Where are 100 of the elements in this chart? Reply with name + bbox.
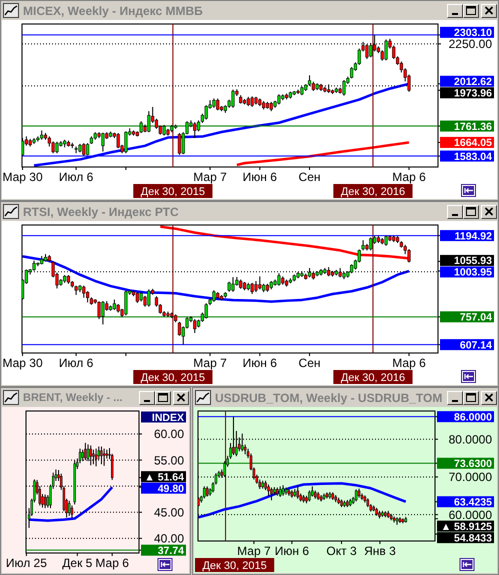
- ref-line-label: Дек 30, 2015: [140, 186, 206, 198]
- candlestick: [52, 140, 55, 154]
- text: INDEX: [152, 412, 184, 424]
- candlestick: [258, 276, 262, 290]
- x-tick-label: Дек 5: [62, 556, 93, 570]
- candlestick: [277, 94, 281, 105]
- ref-line-label: Дек 30, 2015: [202, 560, 267, 572]
- candlestick: [239, 279, 242, 290]
- candlestick: [193, 318, 196, 334]
- candlestick: [147, 110, 150, 133]
- candlestick: [112, 299, 116, 310]
- ref-line-label: Дек 30, 2016: [340, 186, 406, 198]
- candlestick: [82, 285, 86, 298]
- x-tick-label: Июн 6: [274, 544, 310, 558]
- y-tick-label: 45.00: [154, 505, 184, 520]
- y-tick-label: 54.8433: [454, 532, 492, 544]
- y-tick-label: 2250.00: [448, 37, 492, 52]
- line-series: [22, 255, 410, 303]
- chart-title: MICEX, Weekly - Индекс ММВБ: [23, 4, 204, 18]
- line-series: [159, 225, 410, 260]
- candlestick: [231, 89, 235, 108]
- candlestick: [270, 101, 273, 112]
- x-tick-label: Сен: [298, 356, 321, 370]
- candlestick: [74, 285, 78, 296]
- candlestick: [369, 236, 372, 251]
- candlestick: [97, 300, 101, 320]
- candlestick: [231, 276, 235, 292]
- x-tick-label: Мар 7: [193, 170, 228, 184]
- y-tick-label: 1664.05: [454, 137, 492, 150]
- x-tick-label: Июн 6: [242, 170, 278, 184]
- y-tick-label: 60.00: [154, 427, 184, 442]
- x-tick-label: Мар 7: [237, 544, 271, 558]
- candlestick: [44, 494, 46, 509]
- candlestick: [116, 132, 120, 149]
- y-tick-label: 70.0000: [448, 470, 492, 484]
- y-tick-label: 607.14: [460, 339, 492, 352]
- candlestick: [212, 290, 216, 302]
- chart-title: USDRUB_TOM, Weekly - USDRUB_TOM: [215, 390, 444, 404]
- x-tick-label: Мар 7: [193, 356, 228, 370]
- y-tick-label: 2303.10: [454, 27, 492, 40]
- y-tick-label: 1055.93: [454, 255, 492, 268]
- y-tick-label: 757.04: [460, 312, 492, 324]
- candlestick: [250, 96, 254, 108]
- candlestick: [254, 280, 258, 293]
- y-tick-label: 2012.62: [454, 76, 492, 88]
- y-tick-label: 86.0000: [454, 411, 492, 424]
- x-tick-label: Июн 6: [242, 356, 278, 370]
- chart-title: RTSI, Weekly - Индекс РТС: [23, 204, 180, 218]
- x-tick-label: Янв 3: [364, 544, 396, 558]
- candlestick: [216, 98, 220, 111]
- candlestick: [178, 132, 182, 156]
- x-tick-label: Мар 6: [95, 556, 130, 570]
- y-tick-label: 1973.96: [454, 88, 492, 100]
- y-tick-label: 1194.92: [454, 230, 492, 242]
- candlestick: [250, 282, 254, 295]
- ref-line-label: Дек 30, 2016: [340, 372, 406, 384]
- candlestick: [147, 288, 150, 308]
- y-tick-label: 37.74: [158, 544, 184, 557]
- y-tick-label: 1761.36: [454, 120, 492, 133]
- candlestick: [101, 300, 104, 325]
- y-tick-label: 60.0000: [448, 508, 492, 522]
- y-tick-label: ▲ 58.9125: [440, 520, 492, 533]
- x-tick-label: Мар 6: [392, 356, 426, 370]
- y-tick-label: 80.0000: [448, 432, 492, 446]
- y-tick-label: 73.6300: [454, 458, 492, 470]
- y-tick-label: 1583.04: [454, 150, 492, 163]
- x-tick-label: Мар 6: [392, 170, 426, 184]
- candlestick: [178, 321, 182, 336]
- x-tick-label: Мар 30: [2, 356, 43, 370]
- line-series: [28, 486, 114, 522]
- candlestick: [82, 142, 86, 156]
- x-tick-label: Июл 25: [6, 556, 48, 570]
- candlestick: [101, 132, 104, 152]
- candlestick: [55, 141, 59, 154]
- candlestick: [136, 292, 139, 304]
- x-tick-label: Мар 30: [2, 170, 43, 184]
- y-tick-label: ▲ 51.64: [144, 471, 184, 484]
- candlestick: [40, 130, 44, 140]
- y-tick-label: 40.00: [154, 532, 184, 546]
- candlestick: [228, 281, 231, 292]
- x-tick-label: Июл 6: [58, 356, 94, 370]
- candlestick: [140, 120, 143, 134]
- candlestick: [124, 130, 128, 154]
- candlestick: [277, 272, 281, 286]
- ref-line-label: Дек 30, 2015: [140, 372, 206, 384]
- candlestick: [212, 98, 216, 108]
- y-tick-label: 49.80: [158, 482, 184, 495]
- candlestick: [100, 446, 103, 465]
- candlestick: [162, 124, 166, 136]
- x-tick-label: Сен: [298, 170, 321, 184]
- candlestick: [246, 96, 250, 107]
- x-tick-label: Окт 3: [326, 544, 357, 558]
- candlestick: [204, 302, 208, 319]
- chart-title: BRENT, Weekly - ...: [23, 392, 124, 404]
- candlestick: [68, 500, 70, 516]
- y-tick-label: 1003.95: [454, 266, 492, 279]
- candlestick: [193, 122, 196, 139]
- line-series: [236, 141, 410, 166]
- candlestick: [124, 290, 128, 316]
- y-tick-label: 55.00: [154, 453, 184, 468]
